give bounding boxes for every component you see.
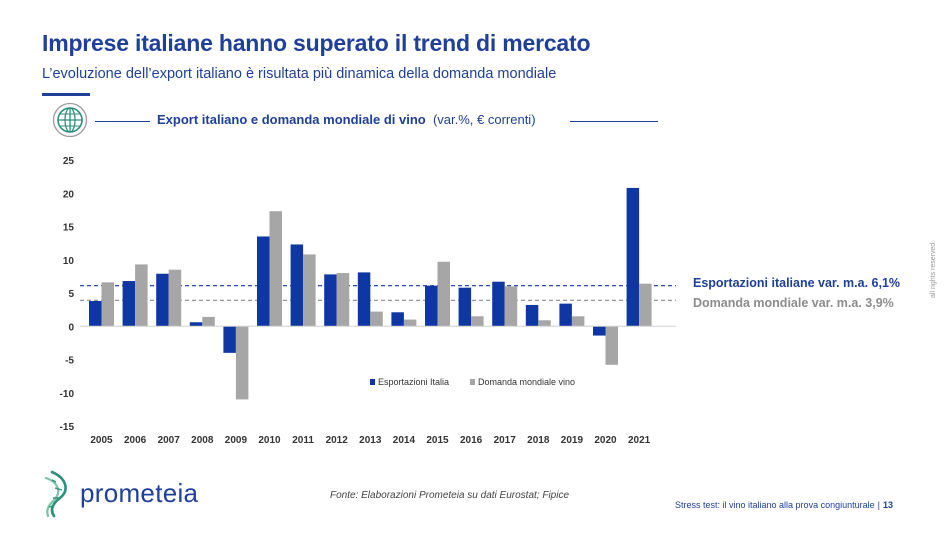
bar-demand-2007 — [168, 269, 182, 327]
bar-export-2009 — [223, 326, 236, 353]
bar-export-2012 — [324, 274, 337, 327]
bar-demand-2015 — [437, 261, 450, 327]
chart-legend: Esportazioni Italia Domanda mondiale vino — [370, 377, 575, 387]
x-tick-label: 2013 — [359, 435, 382, 446]
globe-icon — [52, 102, 88, 138]
bar-demand-2012 — [336, 273, 350, 327]
rights-text: all rights reserved — [930, 242, 937, 298]
y-tick-label: 0 — [68, 322, 74, 333]
bar-demand-2006 — [135, 264, 148, 327]
logo-text: prometeia — [80, 478, 199, 508]
x-tick-label: 2012 — [326, 435, 349, 446]
chart-header-title: Export italiano e domanda mondiale di vi… — [157, 112, 426, 127]
bar-export-2007 — [156, 273, 169, 327]
chart-header: Export italiano e domanda mondiale di vi… — [157, 112, 536, 127]
bar-demand-2019 — [571, 316, 585, 327]
x-tick-label: 2005 — [90, 435, 113, 446]
y-tick-label: 20 — [63, 189, 75, 200]
bar-demand-2016 — [471, 316, 484, 327]
chart-bars — [89, 187, 652, 400]
bar-export-2006 — [122, 281, 136, 327]
bar-demand-2009 — [235, 326, 249, 400]
bar-demand-2020 — [605, 326, 618, 365]
x-tick-label: 2007 — [158, 435, 181, 446]
x-tick-label: 2011 — [292, 435, 314, 446]
legend-label: Domanda mondiale vino — [478, 377, 575, 387]
ref-label-demand: Domanda mondiale var. m.a. 3,9% — [693, 296, 894, 310]
x-tick-label: 2008 — [191, 435, 214, 446]
chart-header-line-right — [570, 121, 658, 122]
footer-separator: | — [877, 500, 880, 510]
x-tick-label: 2016 — [460, 435, 483, 446]
bar-demand-2017 — [504, 286, 518, 327]
x-tick-label: 2009 — [225, 435, 248, 446]
y-axis-labels: 25 20 15 10 5 0 -5 -10 -15 — [60, 156, 75, 433]
bar-demand-2008 — [202, 316, 215, 327]
legend-swatch — [470, 379, 475, 385]
x-axis-labels: 2005 2006 2007 2008 2009 2010 2011 2012 2013 2014… — [90, 435, 650, 446]
chart-header-note: (var.%, € correnti) — [432, 112, 536, 127]
chart-header-line-left — [95, 121, 150, 122]
x-tick-label: 2014 — [393, 435, 416, 446]
legend-swatch — [370, 379, 375, 385]
bar-export-2018 — [525, 304, 539, 327]
bar-export-2011 — [290, 244, 304, 327]
bar-export-2013 — [357, 272, 371, 327]
x-tick-label: 2015 — [426, 435, 449, 446]
bar-export-2015 — [425, 285, 438, 327]
x-tick-label: 2018 — [527, 435, 550, 446]
y-tick-label: -10 — [60, 389, 75, 400]
bar-export-2016 — [458, 287, 472, 327]
page-title: Imprese italiane hanno superato il trend… — [42, 30, 591, 56]
y-tick-label: 10 — [63, 256, 75, 267]
title-underline — [42, 93, 90, 96]
bar-export-2014 — [391, 312, 404, 327]
y-tick-label: 5 — [68, 289, 74, 300]
bar-export-2017 — [492, 281, 505, 327]
x-tick-label: 2010 — [258, 435, 281, 446]
page-subtitle: L’evoluzione dell’export italiano è risu… — [42, 66, 557, 82]
x-tick-label: 2021 — [628, 435, 651, 446]
y-tick-label: 25 — [63, 156, 75, 167]
y-tick-label: -5 — [65, 356, 74, 367]
bar-demand-2018 — [538, 320, 551, 327]
y-tick-label: 15 — [63, 223, 75, 234]
bar-demand-2021 — [639, 283, 652, 327]
y-tick-label: -15 — [60, 422, 75, 433]
x-tick-label: 2019 — [561, 435, 584, 446]
bar-export-2010 — [257, 236, 270, 327]
x-tick-label: 2020 — [594, 435, 617, 446]
source-note: Fonte: Elaborazioni Prometeia su dati Eu… — [330, 490, 570, 501]
bar-demand-2011 — [303, 254, 316, 327]
bar-export-2020 — [593, 326, 606, 336]
legend-label: Esportazioni Italia — [378, 377, 449, 387]
bar-export-2008 — [189, 322, 203, 327]
bar-demand-2005 — [101, 282, 114, 327]
bar-export-2021 — [626, 187, 640, 327]
ref-label-export: Esportazioni italiane var. m.a. 6,1% — [693, 276, 901, 290]
bar-demand-2010 — [269, 211, 282, 327]
bar-demand-2014 — [403, 319, 417, 327]
prometeia-logo-icon — [44, 470, 67, 518]
page-number: 13 — [882, 500, 893, 510]
bar-export-2019 — [559, 303, 572, 327]
footer-caption-text: Stress test: il vino italiano alla prova… — [675, 500, 875, 510]
bar-demand-2013 — [370, 311, 383, 327]
bar-export-2005 — [89, 300, 102, 327]
x-tick-label: 2017 — [494, 435, 517, 446]
footer-caption: Stress test: il vino italiano alla prova… — [675, 500, 893, 510]
x-tick-label: 2006 — [124, 435, 147, 446]
